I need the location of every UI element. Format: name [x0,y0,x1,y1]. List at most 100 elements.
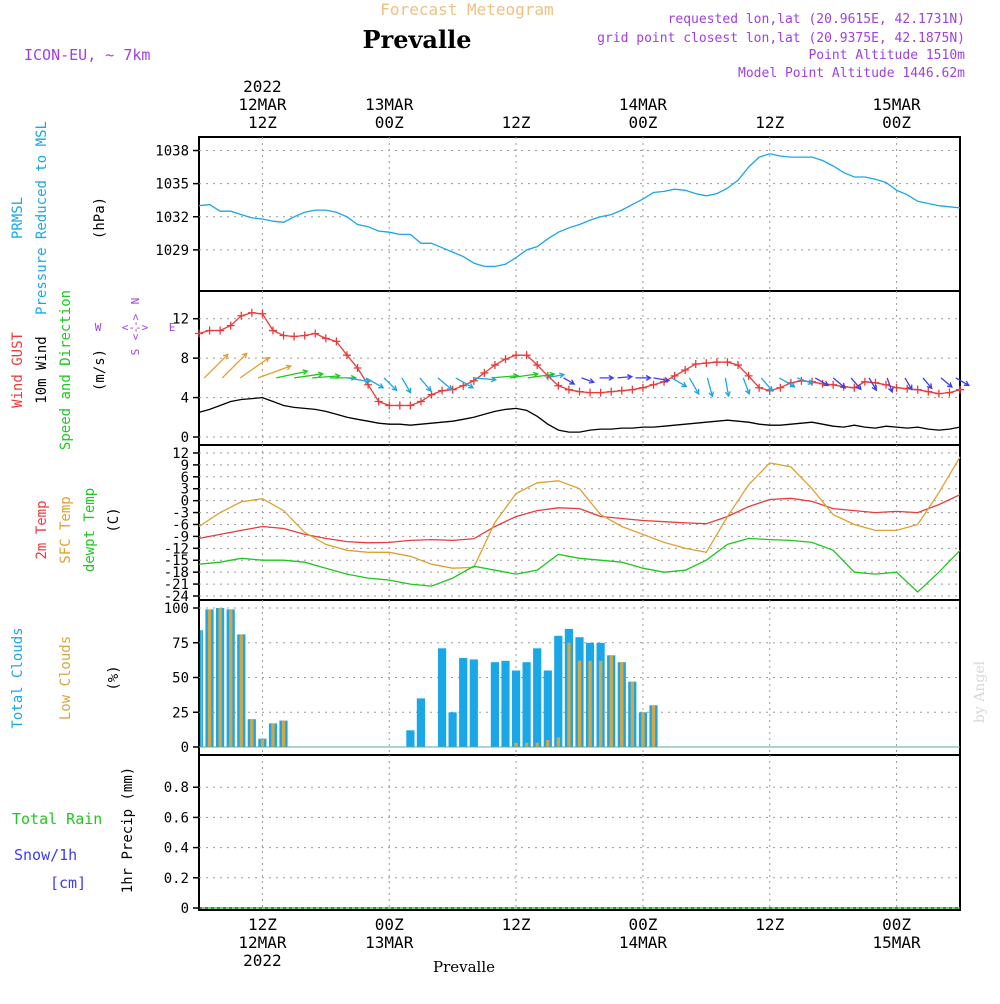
clouds-axis-title: Total Clouds Low Clouds (%) [10,627,122,728]
temperature-ytick-label: -6 [172,517,189,533]
low-cloud-bar [200,630,203,747]
clouds-unit: (%) [106,665,122,690]
gust-marker [395,401,404,410]
time-bottom-label: 12MAR [238,933,287,952]
gust-marker [607,387,616,396]
gust-marker [575,387,584,396]
low-cloud-bar [239,634,243,747]
total-cloud-bar [416,698,425,747]
time-top-label: 12Z [248,113,277,132]
gust-marker [226,321,235,330]
gust-marker [311,329,320,338]
low-cloud-bar [620,662,624,747]
time-top-label: 13MAR [365,95,414,114]
gust-marker [522,351,531,360]
gust-marker [882,380,891,389]
pressure-ytick-label: 1035 [155,177,189,193]
header-model: ICON-EU, ~ 7km [24,46,150,64]
wind-label-10m: 10m Wind [34,336,50,403]
wind-direction-arrow [814,377,830,387]
pressure-label-msl: Pressure Reduced to MSL [34,121,50,315]
total-cloud-bar [533,648,542,747]
clouds-ytick-label: 100 [164,601,189,617]
precip-ytick-label: 0.6 [164,810,189,826]
wind-ytick-label: 12 [172,312,189,328]
low-cloud-bar [535,742,539,747]
header-location: Prevalle [363,25,472,54]
low-cloud-bar [641,712,645,748]
temp-label-dewpt: dewpt Temp [82,488,98,572]
gust-marker [268,326,277,335]
temperature-ytick-label: -15 [164,553,189,569]
gust-marker [300,331,309,340]
temperature-ytick-label: 9 [181,458,189,474]
temp-label-sfc: SFC Temp [58,496,74,563]
low-cloud-bar [207,609,212,747]
gust-marker [321,334,330,343]
time-top-label: 00Z [882,113,911,132]
gust-marker [459,381,468,390]
temperature-series-sfc-temp [198,456,961,569]
gust-marker [860,377,869,386]
gust-marker [195,329,203,338]
time-bottom-label: 12Z [248,915,277,934]
time-bottom-label: 13MAR [365,933,414,952]
wind-direction-arrow [365,377,385,389]
precip-legend-rain: Total Rain [12,810,102,828]
total-cloud-bar [469,659,478,747]
gust-marker [638,383,647,392]
total-cloud-bar [522,662,531,747]
wind-direction-arrow [850,377,862,391]
header-requested: requested lon,lat (20.9615E, 42.1731N) [668,12,965,27]
temperature-ytick-label: -12 [164,541,189,557]
wind-direction-arrow [653,376,671,383]
wind-unit: (m/s) [92,349,108,391]
wind-direction-arrow [581,377,595,384]
wind-direction-arrow [383,377,398,392]
time-bottom-label: 12Z [502,915,531,934]
gust-marker [353,364,362,372]
wind-ytick-label: 8 [181,351,189,367]
gust-marker [564,385,573,394]
gust-marker [924,387,933,396]
temperature-axis-title: 2m Temp SFC Temp dewpt Temp (C) [34,488,122,572]
footer-location: Prevalle [433,958,495,976]
total-cloud-bar [554,635,563,747]
wind-direction-arrow [742,377,751,396]
total-cloud-bar [406,730,415,747]
gust-marker [237,311,246,320]
temperature-frame [198,444,961,601]
gust-marker [913,385,922,394]
wind-direction-arrow [904,377,913,391]
wind-direction-arrow [239,356,271,379]
total-cloud-bar [512,670,521,747]
gust-marker [681,365,690,374]
gust-marker [279,331,288,340]
clouds-ytick-label: 50 [172,671,189,687]
wind-label-gust: Wind GUST [10,332,26,408]
gust-marker [649,380,658,389]
compass-rose: N S E W <--> <--> [95,298,176,356]
low-cloud-bar [588,660,592,747]
time-top-label: 2022 [243,77,282,96]
wind-direction-arrow [796,377,814,385]
gust-marker [406,401,415,410]
wind-direction-arrow [671,377,688,388]
low-cloud-bar [609,655,613,747]
low-cloud-bar [525,742,529,747]
low-cloud-bar [250,719,254,747]
low-cloud-bar [567,642,571,748]
wind-direction-arrow [455,377,475,389]
precip-panel: 0 0.2 0.4 0.6 0.8 [164,754,961,917]
wind-direction-arrow [832,377,847,389]
wind-direction-arrow [294,371,325,379]
wind-direction-arrow [886,377,894,394]
compass-south: S [129,349,142,356]
time-bottom-label: 00Z [882,915,911,934]
total-cloud-bar [448,712,457,748]
gust-marker [290,332,299,341]
total-cloud-bar [490,662,499,747]
wind-direction-arrow [778,377,796,388]
wind-direction-arrow [922,377,933,390]
